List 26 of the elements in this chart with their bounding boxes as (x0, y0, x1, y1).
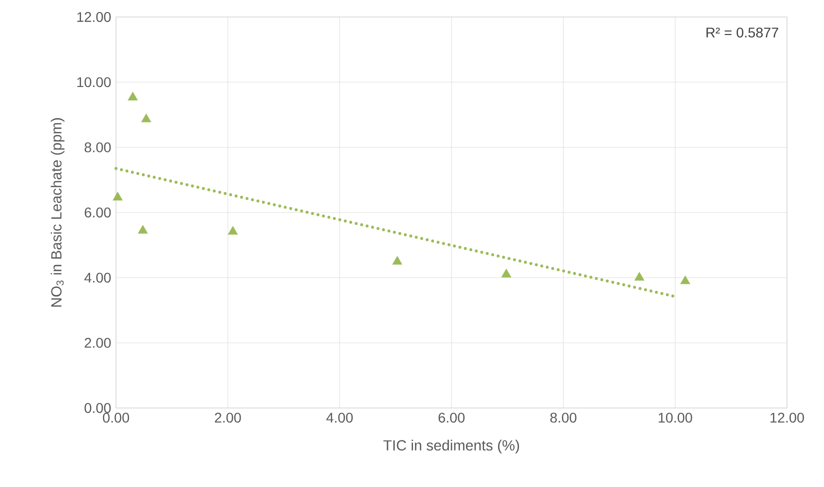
point (112, 192, 123, 200)
x-tick-label: 0.00 (102, 412, 130, 423)
point (228, 226, 238, 235)
point (634, 272, 644, 281)
y-tick-label: 8.00 (84, 142, 111, 152)
y-tick-label: 6.00 (84, 208, 111, 218)
point (138, 225, 148, 234)
annotation: R² = 0.5877 (706, 28, 778, 38)
y-axis-title: NO$_{3}$ in Basic Leachate (ppm) (50, 118, 64, 307)
x-tick-label: 4.00 (326, 412, 353, 423)
x-tick-label: 6.00 (438, 412, 465, 423)
y-tick-label: 12.00 (77, 12, 111, 22)
x-axis-title: TIC in sediments (%) (383, 440, 520, 454)
point (141, 114, 152, 122)
y-tick-label: 4.00 (84, 272, 111, 283)
y-tick-label: 0.00 (84, 403, 111, 413)
x-tick-label: 2.00 (214, 412, 241, 423)
point (128, 92, 138, 100)
y-tick-label: 2.00 (84, 338, 111, 348)
x-tick-label: 8.00 (550, 412, 576, 423)
y-tick-label: 10.00 (77, 77, 111, 88)
x-tick-label: 12.00 (770, 412, 804, 423)
x-tick-label: 10.00 (658, 412, 692, 423)
point (501, 268, 512, 278)
point (680, 276, 690, 284)
point (392, 256, 402, 265)
